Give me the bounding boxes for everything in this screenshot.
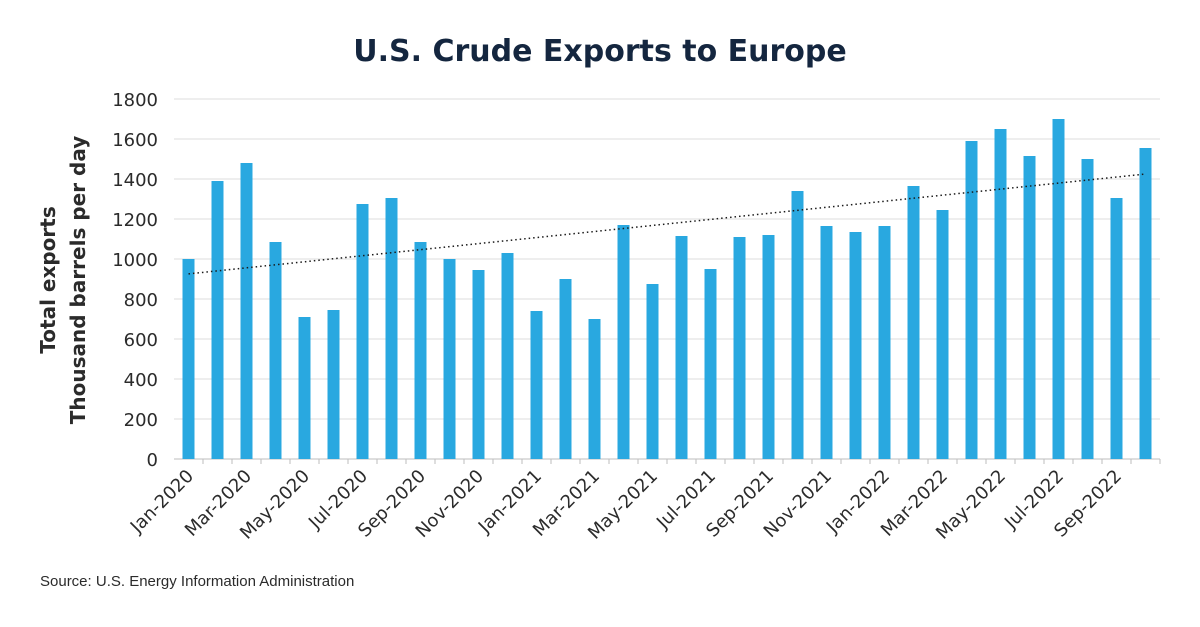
bar-Aug-2022: [1081, 159, 1094, 459]
bar-Oct-2021: [791, 191, 804, 459]
bar-Dec-2021: [849, 232, 862, 459]
bar-Mar-2021: [588, 319, 601, 459]
bar-Mar-2020: [240, 163, 253, 459]
bar-Aug-2020: [385, 198, 398, 459]
bar-May-2021: [646, 284, 659, 459]
x-axis-ticks: Jan-2020Mar-2020May-2020Jul-2020Sep-2020…: [126, 466, 1126, 544]
bar-Jan-2022: [878, 226, 891, 459]
bar-Sep-2020: [414, 242, 427, 459]
bar-Feb-2022: [907, 186, 920, 459]
bar-Jul-2022: [1052, 119, 1065, 459]
bar-Sep-2021: [762, 235, 775, 459]
y-tick-label: 600: [124, 330, 158, 351]
bar-Feb-2021: [559, 279, 572, 459]
y-axis-label-line1: Total exports: [36, 206, 60, 353]
y-tick-label: 400: [124, 370, 158, 391]
trendline-line: [188, 173, 1146, 275]
y-tick-label: 800: [124, 290, 158, 311]
y-tick-label: 1600: [112, 130, 158, 151]
bar-Jun-2020: [327, 310, 340, 459]
y-tick-label: 1200: [112, 210, 158, 231]
bar-Feb-2020: [211, 181, 224, 459]
bar-Apr-2021: [617, 225, 630, 459]
bar-Aug-2021: [733, 237, 746, 459]
bar-Jul-2021: [704, 269, 717, 459]
bars: [182, 119, 1152, 459]
bar-Dec-2020: [501, 253, 514, 459]
bar-Oct-2022: [1139, 148, 1152, 459]
bar-Apr-2022: [965, 141, 978, 459]
trendline: [188, 173, 1146, 275]
y-tick-label: 200: [124, 410, 158, 431]
source-note: Source: U.S. Energy Information Administ…: [40, 573, 354, 590]
gridlines: [174, 98, 1161, 464]
bar-Sep-2022: [1110, 198, 1123, 459]
bar-Jun-2021: [675, 236, 688, 459]
y-tick-label: 1800: [112, 90, 158, 111]
bar-May-2022: [994, 129, 1007, 459]
y-tick-label: 1000: [112, 250, 158, 271]
bar-Nov-2021: [820, 226, 833, 459]
bar-Apr-2020: [269, 242, 282, 459]
bar-Nov-2020: [472, 270, 485, 459]
bar-Jun-2022: [1023, 156, 1036, 459]
y-axis-ticks: 0 200 400 600 800 1000 1200 1400 1600 1800: [112, 90, 158, 471]
y-tick-label: 1400: [112, 170, 158, 191]
bar-Mar-2022: [936, 210, 949, 459]
bar-May-2020: [298, 317, 311, 459]
chart-title: U.S. Crude Exports to Europe: [353, 34, 846, 69]
bar-Oct-2020: [443, 259, 456, 459]
bar-Jan-2021: [530, 311, 543, 459]
bar-Jul-2020: [356, 204, 369, 459]
bar-Jan-2020: [182, 259, 195, 459]
y-tick-label: 0: [147, 450, 158, 471]
y-axis-label-line2: Thousand barrels per day: [66, 136, 90, 425]
